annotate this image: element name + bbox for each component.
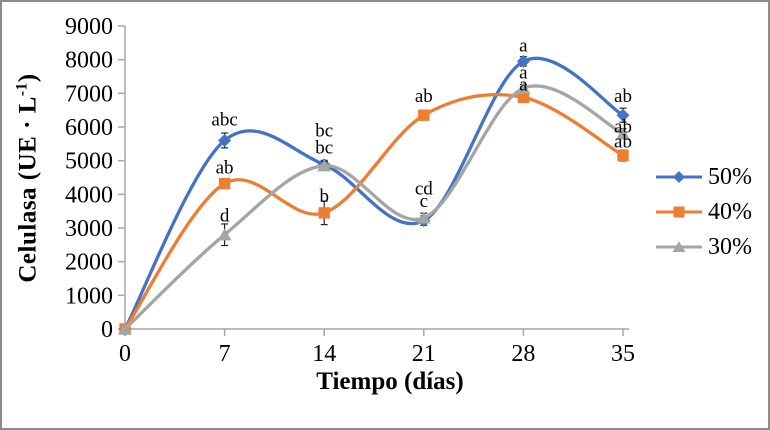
marker-triangle-30% xyxy=(516,82,531,94)
significance-letter: bc xyxy=(315,138,333,159)
marker-triangle-30% xyxy=(317,159,332,172)
significance-letter: d xyxy=(220,206,230,227)
x-axis-title: Tiempo (días) xyxy=(316,368,464,395)
y-tick-label: 8000 xyxy=(65,48,113,74)
legend-label-30pct: 30% xyxy=(708,234,752,260)
marker-diamond-50% xyxy=(218,133,232,147)
y-tick-label: 4000 xyxy=(65,182,113,208)
y-tick-label: 5000 xyxy=(65,149,113,175)
y-axis-title-text: Celulasa (UE · L xyxy=(14,96,42,283)
legend-marker-shape xyxy=(672,241,686,252)
y-tick-label: 0 xyxy=(101,317,113,343)
y-tick-label: 3000 xyxy=(65,216,113,242)
marker-diamond-50% xyxy=(616,108,630,122)
y-tick-label: 1000 xyxy=(65,283,113,309)
x-tick-label: 28 xyxy=(511,341,535,367)
x-tick-label: 21 xyxy=(412,341,436,367)
marker-square-40% xyxy=(218,177,231,190)
legend-marker-shape xyxy=(673,206,685,218)
significance-letter: c xyxy=(420,191,428,212)
legend-square-icon xyxy=(656,206,702,218)
legend-label-50pct: 50% xyxy=(708,164,752,190)
legend-label-40pct: 40% xyxy=(708,199,752,225)
legend-triangle-icon xyxy=(656,241,702,252)
y-tick-label: 2000 xyxy=(65,250,113,276)
significance-letter: ab xyxy=(614,117,632,138)
y-axis-title-close: ) xyxy=(14,73,42,83)
significance-letter: abc xyxy=(211,109,237,130)
marker-triangle-30% xyxy=(616,127,630,140)
legend-item-30pct: 30% xyxy=(654,235,752,259)
significance-letter: ab xyxy=(614,86,632,107)
x-tick-label: 0 xyxy=(119,341,131,367)
marker-square-40% xyxy=(418,109,430,121)
y-axis-title-superscript: -1 xyxy=(13,82,31,97)
significance-letter: ab xyxy=(216,158,234,179)
y-axis-title: Celulasa (UE · L-1) xyxy=(13,73,42,282)
significance-letter: a xyxy=(519,35,528,56)
significance-letter: bc xyxy=(315,121,333,142)
legend-item-40pct: 40% xyxy=(654,200,752,224)
legend: 50% 40% 30% xyxy=(654,165,752,270)
marker-square-40% xyxy=(617,149,629,162)
marker-square-40% xyxy=(517,91,530,104)
x-tick-label: 35 xyxy=(611,341,635,367)
x-tick-label: 14 xyxy=(312,341,336,367)
y-tick-label: 7000 xyxy=(65,81,113,107)
series-line-40% xyxy=(123,92,625,331)
marker-triangle-30% xyxy=(416,211,431,224)
x-tick-label: 7 xyxy=(219,341,231,367)
legend-item-50pct: 50% xyxy=(654,165,752,189)
legend-marker-shape xyxy=(673,171,685,183)
significance-letter: ab xyxy=(415,86,433,107)
marker-triangle-30% xyxy=(217,228,232,241)
significance-letter: b xyxy=(319,186,329,207)
significance-letter: cd xyxy=(415,179,433,200)
significance-letter: a xyxy=(519,62,528,83)
significance-letter: a xyxy=(519,74,528,95)
y-tick-label: 6000 xyxy=(65,115,113,141)
y-tick-label: 9000 xyxy=(65,14,113,40)
marker-square-40% xyxy=(318,207,330,219)
marker-triangle-30% xyxy=(118,322,132,335)
significance-letter: ab xyxy=(614,132,632,153)
series-line-30% xyxy=(123,84,625,331)
legend-diamond-icon xyxy=(656,171,702,183)
marker-diamond-50% xyxy=(516,54,530,68)
